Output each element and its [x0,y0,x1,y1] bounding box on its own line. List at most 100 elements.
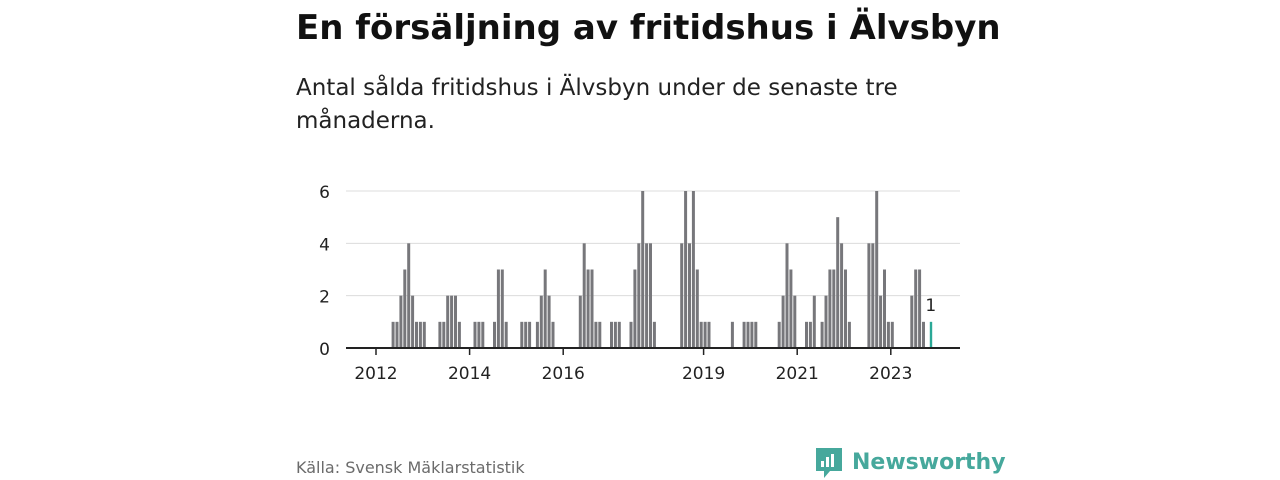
bar [547,295,551,348]
bar [840,243,844,348]
bar [403,269,407,348]
bar [914,269,918,348]
bar [886,321,890,348]
bar [836,217,840,348]
x-tick-label: 2021 [776,364,819,384]
bar [399,295,403,348]
bar [524,321,528,348]
bar [450,295,454,348]
bar [641,191,645,348]
bar [457,321,461,348]
bar [590,269,594,348]
bar [812,295,816,348]
x-tick-label: 2023 [869,364,912,384]
bar [781,295,785,348]
bar [703,321,707,348]
bar [477,321,481,348]
bar [828,269,832,348]
bar [777,321,781,348]
bar [688,243,691,348]
bar [535,321,539,348]
source-note: Källa: Svensk Mäklarstatistik [296,458,525,477]
bar [637,243,641,348]
bar [652,321,656,348]
bar [785,243,789,348]
bar [844,269,847,348]
bar [629,321,633,348]
bar [847,321,851,348]
bar [539,295,543,348]
bar [805,321,808,348]
y-tick-label: 0 [319,340,330,360]
x-tick-label: 2019 [682,364,725,384]
bar [391,321,395,348]
bar [746,321,750,348]
bar [442,321,446,348]
y-tick-label: 6 [319,183,330,203]
bar [832,269,836,348]
bar-chart: 0 2 4 6 2012 2014 2016 2019 2021 2023 1 [319,183,960,384]
bar [543,269,547,348]
bar [883,269,886,348]
bar [504,321,508,348]
bar [594,321,598,348]
bar [407,243,411,348]
bar [633,269,637,348]
bar [481,321,485,348]
bar [454,295,457,348]
x-tick-label: 2016 [542,364,585,384]
bar [707,321,711,348]
bar [473,321,477,348]
bar [418,321,422,348]
bar-highlight [929,321,933,348]
bar [578,295,582,348]
newsworthy-logo-icon [816,448,842,478]
x-axis-ticks: 2012 2014 2016 2019 2021 2023 [354,348,912,384]
bar [520,321,524,348]
y-tick-label: 2 [319,288,330,308]
newsworthy-logo: Newsworthy [814,446,1006,480]
newsworthy-logo-text: Newsworthy [852,450,1006,475]
bar [500,269,504,348]
bars [391,191,933,348]
bar [695,269,699,348]
bar [699,321,703,348]
bar [684,191,688,348]
bar [582,243,586,348]
bar [493,321,496,348]
bar [910,295,914,348]
bar [793,295,797,348]
bar [395,321,399,348]
bar [415,321,418,348]
bar [789,269,793,348]
bar [438,321,442,348]
bar [528,321,532,348]
bar [824,295,828,348]
bar [871,243,875,348]
bar [422,321,426,348]
bar [867,243,871,348]
bar [750,321,754,348]
x-tick-label: 2012 [354,364,397,384]
x-tick-label: 2014 [448,364,491,384]
bar [890,321,894,348]
y-tick-label: 4 [319,235,330,255]
y-axis-ticks: 0 2 4 6 [319,183,330,360]
bar [617,321,621,348]
data-labels: 1 [925,296,936,316]
chart-title: En försäljning av fritidshus i Älvsbyn [296,8,1001,48]
bar [613,321,617,348]
bar [586,269,590,348]
bar [918,269,922,348]
bar [730,321,734,348]
chart-subtitle: Antal sålda fritidshus i Älvsbyn under d… [296,75,898,134]
bar [496,269,500,348]
bar [649,243,652,348]
bar [879,295,883,348]
bar [680,243,684,348]
bar [808,321,812,348]
bar [742,321,746,348]
bar [610,321,613,348]
bar [598,321,602,348]
bar [551,321,555,348]
